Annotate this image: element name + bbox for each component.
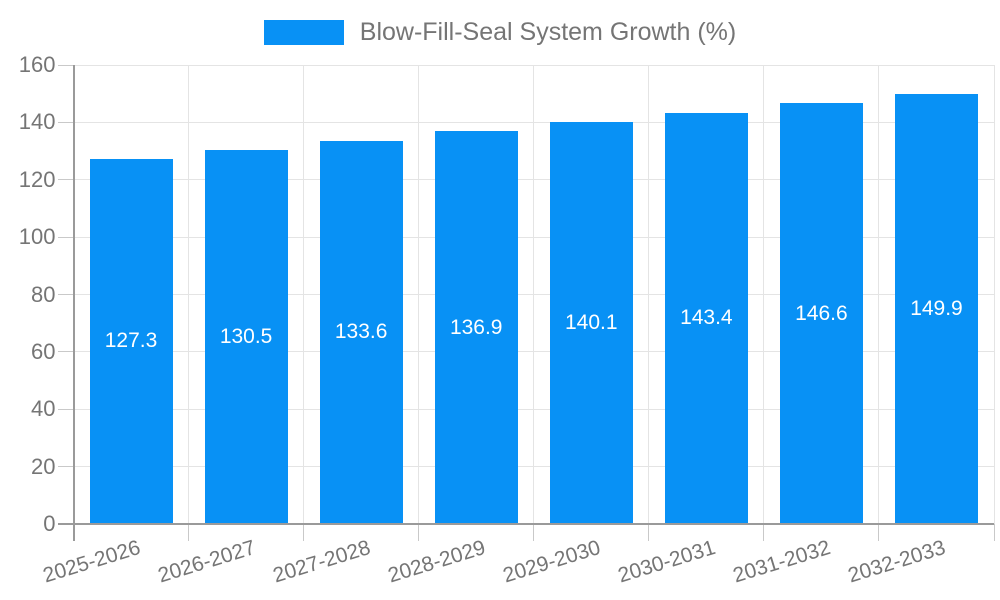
x-axis-tick (878, 524, 880, 541)
x-tick-label: 2032-2033 (845, 536, 949, 588)
x-tick-label: 2029-2030 (500, 536, 604, 588)
bar-value-label: 149.9 (910, 296, 963, 320)
y-axis-tick (57, 408, 74, 410)
y-axis-line (72, 65, 75, 541)
x-tick-label: 2030-2031 (615, 536, 719, 588)
y-tick-label: 160 (18, 52, 56, 77)
y-tick-label: 0 (43, 511, 56, 536)
y-axis-tick (57, 179, 74, 181)
gridline-vertical (878, 65, 880, 524)
gridline-vertical (188, 65, 190, 524)
x-tick-label: 2031-2032 (730, 536, 834, 588)
y-axis-tick (57, 236, 74, 238)
gridline-vertical (303, 65, 305, 524)
y-tick-label: 120 (18, 166, 56, 192)
legend-label: Blow-Fill-Seal System Growth (%) (359, 18, 737, 46)
bar-value-label: 127.3 (104, 329, 158, 353)
gridline-vertical (993, 65, 995, 524)
x-axis-tick (303, 524, 305, 541)
bar-value-label: 136.9 (449, 315, 503, 339)
gridline-vertical (648, 65, 650, 524)
gridline-vertical (763, 65, 765, 524)
y-axis-tick (57, 64, 74, 66)
x-axis-tick (763, 524, 765, 541)
bar[interactable] (204, 149, 288, 524)
gridline-vertical (533, 65, 535, 524)
x-tick-label: 2026-2027 (155, 536, 258, 588)
bar[interactable] (894, 93, 978, 524)
y-axis-tick (57, 121, 74, 123)
bar-value-label: 133.6 (334, 320, 388, 344)
y-axis-tick (57, 351, 74, 353)
bar[interactable] (434, 131, 518, 524)
bar[interactable] (549, 122, 633, 524)
y-tick-label: 60 (31, 338, 56, 364)
bar-value-label: 143.4 (680, 306, 733, 330)
x-axis-line (57, 523, 994, 525)
x-axis-tick (188, 524, 190, 541)
x-axis-tick (648, 524, 650, 541)
y-tick-label: 140 (18, 109, 56, 135)
y-axis-tick (57, 466, 74, 468)
x-axis-tick (993, 524, 995, 541)
x-axis-tick (533, 524, 535, 541)
bar[interactable] (664, 112, 748, 524)
y-tick-label: 100 (18, 224, 56, 250)
y-tick-label: 80 (31, 281, 56, 307)
y-axis-tick (57, 294, 74, 295)
y-tick-label: 20 (31, 453, 56, 479)
bar-value-label: 130.5 (219, 324, 273, 348)
bar[interactable] (89, 158, 173, 524)
x-tick-label: 2027-2028 (270, 536, 373, 588)
bar-value-label: 140.1 (565, 311, 618, 335)
bar-value-label: 146.6 (795, 301, 848, 325)
legend[interactable]: Blow-Fill-Seal System Growth (%) (0, 20, 1000, 45)
x-tick-label: 2025-2026 (39, 536, 143, 588)
bar[interactable] (319, 140, 403, 524)
x-tick-label: 2028-2029 (385, 536, 488, 588)
legend-swatch (263, 20, 344, 45)
y-tick-label: 40 (31, 396, 56, 422)
gridline-vertical (418, 65, 420, 524)
bar[interactable] (779, 103, 863, 524)
x-axis-tick (418, 524, 420, 541)
